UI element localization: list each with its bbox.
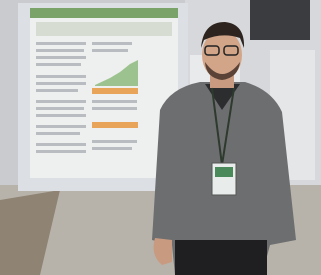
poster-highlight [92, 88, 138, 94]
photo [0, 0, 321, 275]
poster-header [30, 8, 178, 18]
page [0, 0, 321, 275]
trousers [175, 240, 267, 275]
ceiling [250, 0, 310, 40]
badge-logo [215, 167, 233, 177]
poster-highlight [92, 122, 138, 128]
poster-title-block [36, 22, 172, 36]
